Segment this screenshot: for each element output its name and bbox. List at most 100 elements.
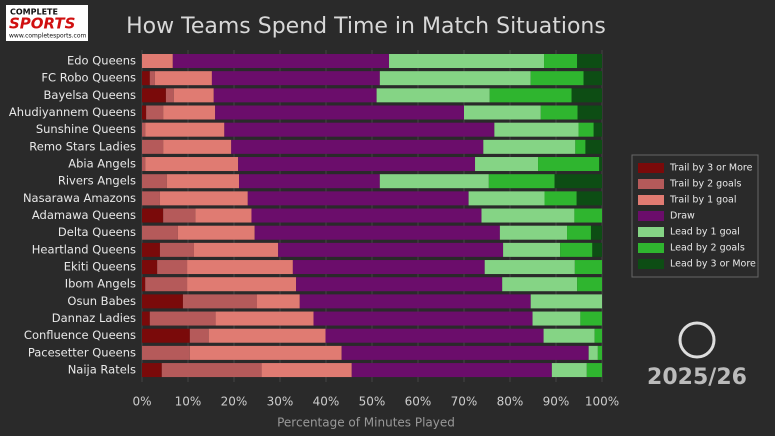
legend-swatch bbox=[638, 179, 664, 189]
bar-segment bbox=[554, 174, 602, 189]
bar-segment bbox=[142, 54, 173, 68]
bar-segment bbox=[154, 71, 212, 86]
bar-segment bbox=[145, 122, 225, 137]
bar-segment bbox=[163, 105, 216, 120]
chart-title: How Teams Spend Time in Match Situations bbox=[126, 14, 606, 39]
legend-swatch bbox=[638, 227, 664, 237]
bar-segment bbox=[247, 191, 469, 206]
bar-segment bbox=[165, 88, 174, 103]
bar-segment bbox=[376, 88, 490, 103]
bar-segment bbox=[580, 311, 602, 326]
badge-icon bbox=[678, 321, 716, 359]
legend-label: Lead by 2 goals bbox=[670, 243, 745, 254]
bar-segment bbox=[142, 208, 164, 223]
y-tick-label: Sunshine Queens bbox=[36, 122, 136, 136]
bar-segment bbox=[193, 242, 279, 257]
bar-segment bbox=[261, 363, 352, 378]
bar-segment bbox=[161, 363, 262, 378]
bar-segment bbox=[489, 88, 572, 103]
bar-segment bbox=[149, 71, 155, 86]
bar-segment bbox=[503, 242, 561, 257]
x-tick-label: 80% bbox=[497, 395, 524, 409]
bar-segment bbox=[389, 54, 545, 68]
bar-segment bbox=[189, 345, 342, 360]
y-tick-label: Naija Ratels bbox=[68, 363, 136, 377]
bar-segment bbox=[142, 363, 162, 378]
bar-segment bbox=[146, 105, 164, 120]
bar-segment bbox=[578, 122, 594, 137]
bar-segment bbox=[142, 157, 146, 172]
bar-segment bbox=[157, 260, 188, 275]
bar-segment bbox=[215, 105, 464, 120]
bar-segment bbox=[538, 157, 600, 172]
logo-box bbox=[6, 5, 88, 41]
bar-segment bbox=[211, 71, 380, 86]
bar-segment bbox=[574, 260, 602, 275]
bar-segment bbox=[576, 191, 602, 206]
brand-logo: COMPLETE SPORTS www.completesports.com bbox=[6, 5, 88, 41]
bar-segment bbox=[187, 260, 293, 275]
legend-label: Trail by 1 goal bbox=[669, 195, 736, 206]
legend-label: Lead by 3 or More bbox=[670, 259, 756, 270]
legend-label: Trail by 2 goals bbox=[669, 179, 741, 190]
bar-segment bbox=[551, 363, 587, 378]
bar-segment bbox=[257, 294, 300, 309]
bar-segment bbox=[592, 242, 602, 257]
legend-label: Trail by 3 or More bbox=[669, 163, 753, 174]
bar-segment bbox=[251, 208, 482, 223]
x-tick-label: 50% bbox=[359, 395, 386, 409]
x-tick-label: 60% bbox=[405, 395, 432, 409]
bar-segment bbox=[583, 71, 602, 86]
bar-segment bbox=[468, 191, 545, 206]
bar-segment bbox=[142, 345, 190, 360]
y-tick-label: Pacesetter Queens bbox=[28, 345, 136, 359]
y-tick-label: Delta Queens bbox=[58, 225, 136, 239]
bar-segment bbox=[142, 191, 160, 206]
bar-segment bbox=[544, 191, 577, 206]
bar-segment bbox=[530, 294, 602, 309]
bar-segment bbox=[475, 157, 539, 172]
bar-segment bbox=[163, 208, 196, 223]
x-tick-label: 30% bbox=[267, 395, 294, 409]
season-badge: 2025/26 bbox=[647, 321, 747, 390]
bar-segment bbox=[142, 242, 160, 257]
y-tick-label: Remo Stars Ladies bbox=[29, 139, 136, 153]
bar-segment bbox=[142, 71, 150, 86]
legend-swatch bbox=[638, 259, 664, 269]
y-tick-label: Heartland Queens bbox=[32, 242, 136, 256]
bar-segment bbox=[159, 191, 248, 206]
bar-segment bbox=[238, 157, 476, 172]
bar-segment bbox=[341, 345, 589, 360]
bar-segment bbox=[145, 157, 239, 172]
legend-label: Lead by 1 goal bbox=[670, 227, 740, 238]
logo-main: SPORTS bbox=[9, 15, 75, 33]
bar-segment bbox=[278, 242, 504, 257]
x-tick-label: 40% bbox=[313, 395, 340, 409]
bar-segment bbox=[502, 277, 578, 292]
bar-segment bbox=[142, 122, 146, 137]
bar-segment bbox=[142, 260, 158, 275]
bar-segment bbox=[586, 363, 602, 378]
bar-segment bbox=[594, 328, 602, 343]
bar-segment bbox=[142, 328, 190, 343]
bar-segment bbox=[575, 139, 586, 154]
bar-segment bbox=[567, 225, 591, 240]
bar-segment bbox=[142, 139, 164, 154]
bar-segment bbox=[231, 139, 484, 154]
legend-label: Draw bbox=[670, 211, 695, 222]
bar-segment bbox=[149, 311, 216, 326]
bar-segment bbox=[488, 174, 555, 189]
y-tick-label: Confluence Queens bbox=[24, 328, 136, 342]
bar-segment bbox=[163, 139, 232, 154]
bar-segment bbox=[159, 242, 194, 257]
x-tick-label: 0% bbox=[132, 395, 151, 409]
legend: Trail by 3 or More Trail by 2 goals Trail … bbox=[631, 154, 759, 278]
bar-segment bbox=[532, 311, 581, 326]
bar-segment bbox=[574, 208, 602, 223]
bar-segment bbox=[187, 277, 297, 292]
bar-segment bbox=[593, 122, 602, 137]
y-tick-label: Ekiti Queens bbox=[64, 260, 136, 274]
bar-segment bbox=[254, 225, 500, 240]
bar-segment bbox=[597, 345, 602, 360]
